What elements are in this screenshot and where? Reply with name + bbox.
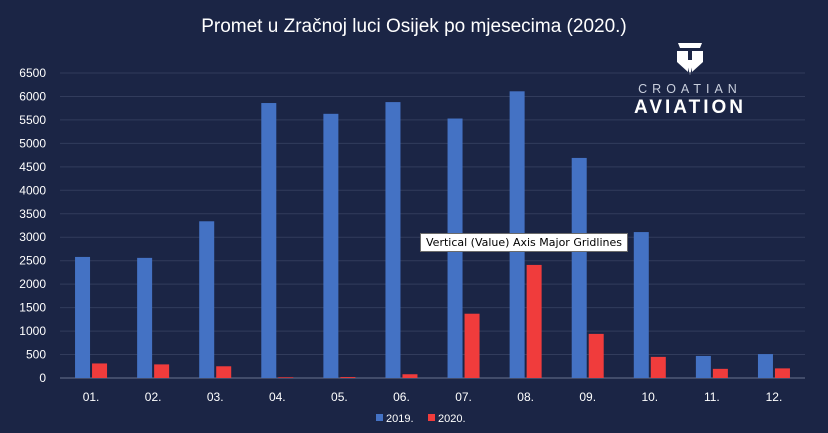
legend-label: 2019. (386, 413, 414, 425)
y-tick-label: 1000 (19, 324, 46, 338)
x-tick-label: 01. (83, 390, 100, 404)
y-tick-label: 6500 (19, 66, 46, 80)
chart-title: Promet u Zračnoj luci Osijek po mjesecim… (201, 16, 627, 37)
bar-series1 (633, 232, 649, 378)
legend-label: 2020. (438, 413, 466, 425)
bar-series1 (757, 354, 773, 378)
logo-text-aviation: AVIATION (634, 97, 746, 118)
y-tick-label: 3000 (19, 230, 46, 244)
y-tick-label: 2000 (19, 277, 46, 291)
x-tick-label: 07. (455, 390, 472, 404)
bar-series1 (385, 102, 401, 378)
bar-series1 (261, 103, 277, 379)
bar-series2 (712, 368, 728, 378)
logo-text-croatian: CROATIAN (638, 82, 742, 96)
bar-series2 (92, 363, 108, 378)
y-tick-label: 6000 (19, 89, 46, 103)
bar-series2 (526, 264, 542, 378)
aviation-emblem-icon (677, 43, 703, 75)
bar-series1 (75, 256, 91, 378)
y-tick-label: 4000 (19, 183, 46, 197)
x-tick-label: 02. (145, 390, 162, 404)
y-tick-label: 3500 (19, 207, 46, 221)
bar-series2 (278, 377, 294, 378)
bar-series2 (402, 374, 418, 378)
bar-series2 (650, 356, 666, 378)
x-tick-label: 12. (766, 390, 783, 404)
bar-series2 (588, 333, 604, 378)
y-tick-label: 5500 (19, 113, 46, 127)
bar-series1 (695, 355, 711, 378)
y-tick-label: 2500 (19, 254, 46, 268)
y-tick-label: 0 (39, 371, 46, 385)
y-tick-label: 5000 (19, 136, 46, 150)
croatian-aviation-logo: CROATIAN AVIATION (615, 42, 765, 118)
x-tick-label: 11. (704, 390, 720, 404)
x-tick-label: 10. (641, 390, 658, 404)
x-tick-label: 08. (517, 390, 534, 404)
x-tick-label: 04. (269, 390, 286, 404)
bar-series2 (340, 377, 356, 378)
y-tick-label: 1500 (19, 301, 46, 315)
bar-series2 (464, 313, 480, 378)
bar-series2 (774, 368, 790, 378)
x-tick-label: 03. (207, 390, 224, 404)
bar-series1 (137, 257, 153, 378)
bar-series1 (323, 113, 339, 379)
x-tick-label: 05. (331, 390, 348, 404)
bar-series1 (571, 157, 587, 378)
y-tick-label: 4500 (19, 160, 46, 174)
x-tick-label: 09. (579, 390, 596, 404)
bar-series2 (154, 364, 170, 378)
y-tick-label: 500 (26, 348, 46, 362)
legend-swatch (428, 414, 435, 421)
gridlines-tooltip: Vertical (Value) Axis Major Gridlines (420, 233, 628, 252)
x-tick-label: 06. (393, 390, 410, 404)
legend-swatch (376, 414, 383, 421)
bar-series1 (199, 221, 215, 378)
bar-series2 (216, 366, 232, 378)
